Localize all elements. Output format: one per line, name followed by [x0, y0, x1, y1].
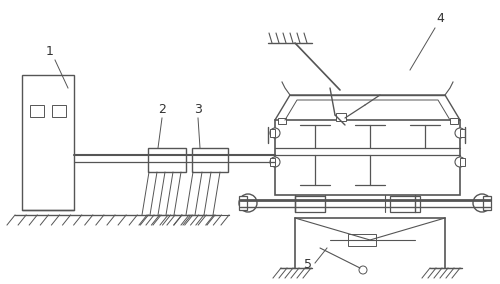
Text: 3: 3 [194, 103, 202, 116]
Bar [390, 196, 420, 212]
Bar [275, 120, 460, 195]
Bar [295, 196, 325, 212]
Bar [460, 158, 465, 166]
Circle shape [359, 266, 367, 274]
Circle shape [455, 157, 465, 167]
Bar [348, 234, 376, 246]
Text: 1: 1 [46, 45, 54, 58]
Circle shape [239, 194, 257, 212]
Text: 5: 5 [304, 258, 312, 271]
Circle shape [270, 128, 280, 138]
Bar [270, 129, 275, 137]
Circle shape [473, 194, 491, 212]
Bar [30, 105, 44, 117]
Bar [278, 118, 286, 124]
Text: 2: 2 [158, 103, 166, 116]
Bar [22, 75, 74, 210]
Bar [460, 129, 465, 137]
Text: 4: 4 [436, 12, 444, 25]
Bar [239, 196, 247, 210]
Bar [270, 158, 275, 166]
Bar [450, 118, 458, 124]
Bar [483, 196, 491, 210]
Bar [336, 113, 346, 121]
Bar [148, 148, 186, 172]
Bar [52, 105, 66, 117]
Circle shape [270, 157, 280, 167]
Circle shape [455, 128, 465, 138]
Bar [192, 148, 228, 172]
